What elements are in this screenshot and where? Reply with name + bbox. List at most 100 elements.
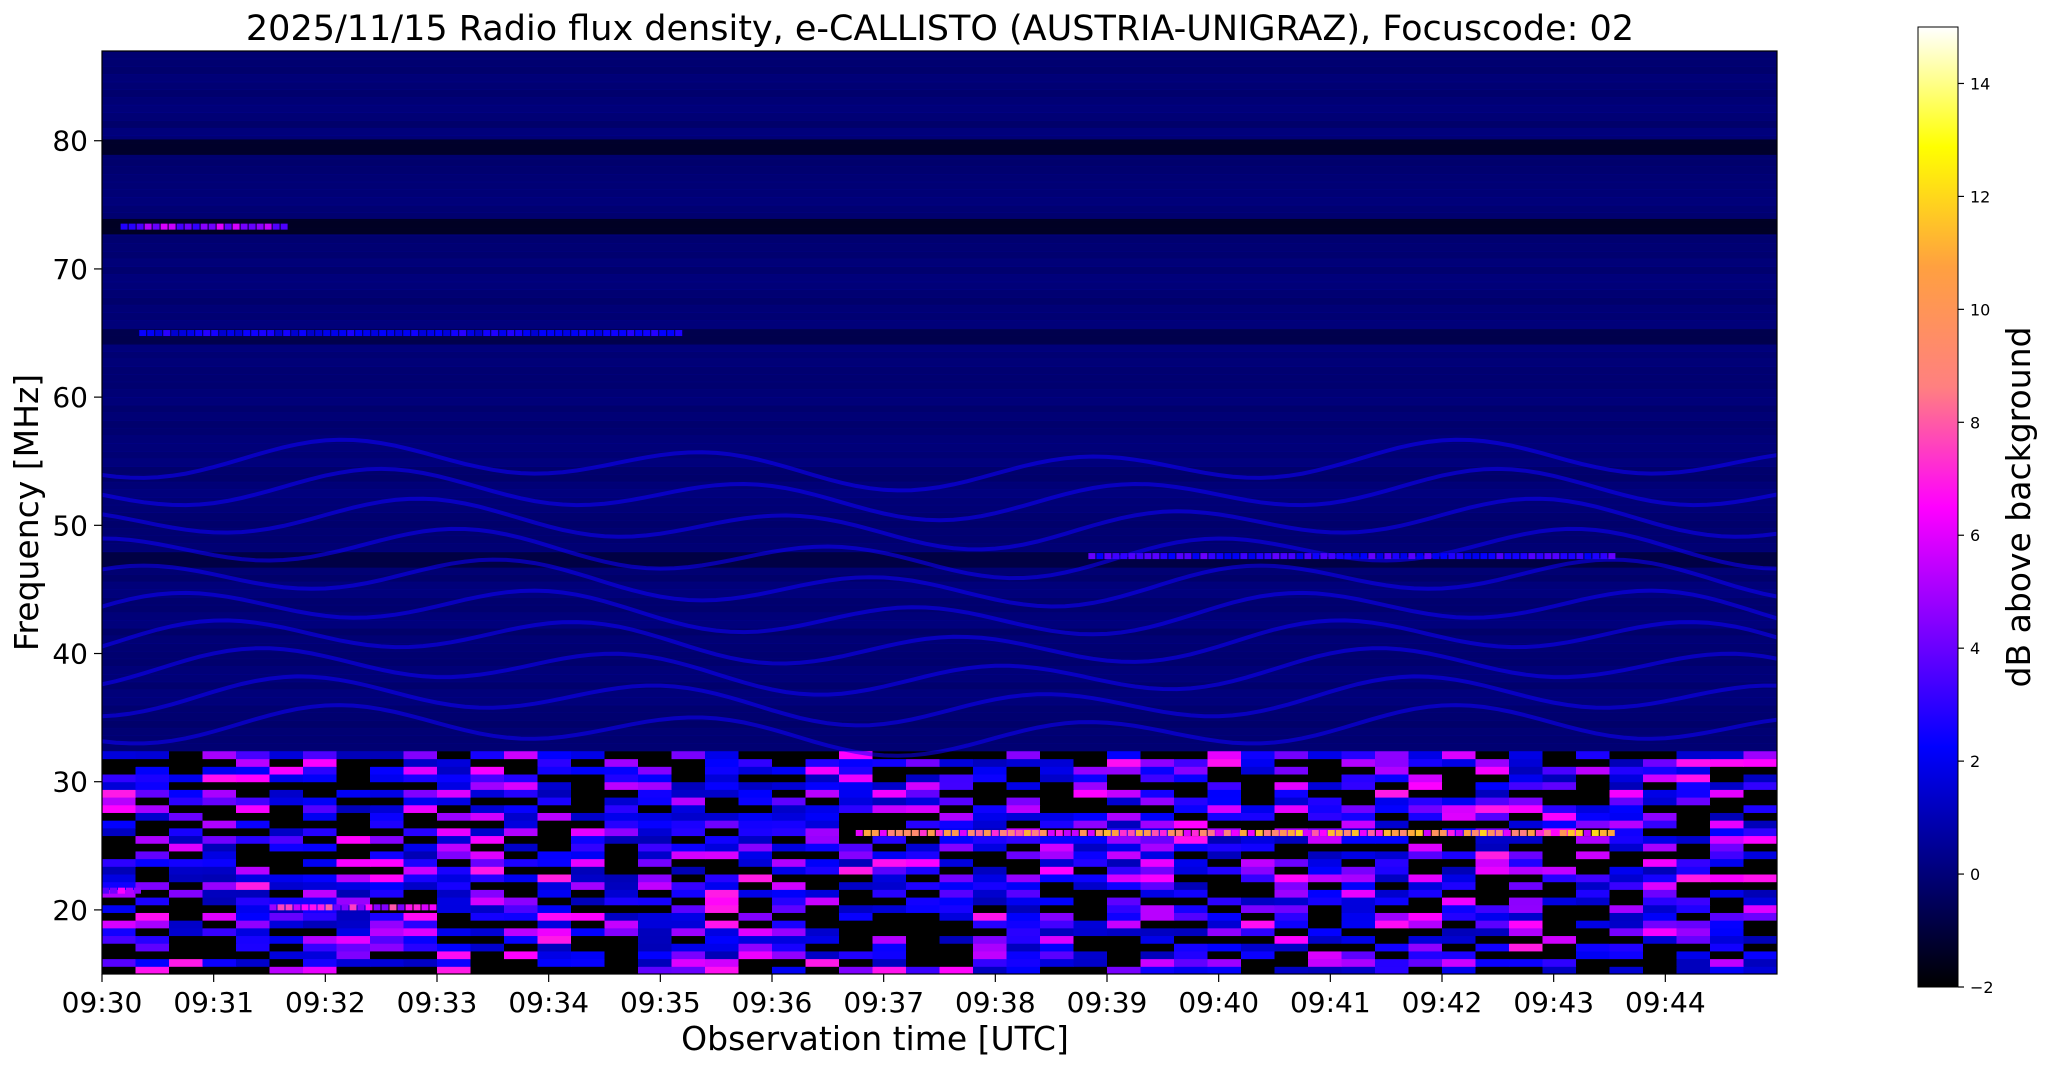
interference-cell <box>470 912 505 921</box>
interference-cell <box>470 889 505 898</box>
interference-cell <box>102 927 136 937</box>
interference-cell <box>336 912 371 921</box>
interference-cell <box>1710 758 1744 767</box>
background-row <box>102 497 1777 506</box>
interference-cell <box>1174 804 1208 813</box>
interference-cell <box>236 843 270 852</box>
interference-cell <box>1341 904 1376 913</box>
interference-cell <box>805 881 840 890</box>
interference-cell <box>1140 874 1175 883</box>
interference-cell <box>370 789 404 798</box>
interference-cell <box>571 920 605 929</box>
interference-cell <box>1475 958 1510 967</box>
interference-cell <box>169 789 203 798</box>
interference-cell <box>504 750 538 760</box>
interference-cell <box>169 950 203 960</box>
interference-cell <box>303 750 337 760</box>
interference-cell <box>1174 789 1208 798</box>
interference-cell <box>1375 820 1409 829</box>
interference-cell <box>839 766 873 775</box>
interference-cell <box>1174 820 1208 829</box>
interference-cell <box>1643 789 1677 798</box>
interference-cell <box>705 850 739 860</box>
interference-cell <box>303 766 337 775</box>
interference-cell <box>1542 827 1577 837</box>
interference-cell <box>738 797 773 806</box>
interference-cell <box>1274 789 1309 798</box>
colorbar-tick-label: 8 <box>1970 413 1980 432</box>
interference-cell <box>303 966 337 974</box>
background-row <box>102 466 1777 475</box>
emission-band-cell <box>331 330 339 337</box>
interference-cell <box>1140 889 1175 898</box>
interference-cell <box>772 758 806 767</box>
interference-cell <box>1308 920 1342 929</box>
emission-band-cell <box>1175 829 1183 836</box>
interference-cell <box>1643 889 1677 898</box>
interference-cell <box>1442 889 1476 898</box>
interference-cell <box>169 766 203 775</box>
emission-band-cell <box>1176 553 1184 560</box>
interference-cell <box>571 904 605 913</box>
interference-cell <box>370 920 404 929</box>
interference-cell <box>1375 950 1409 960</box>
interference-cell <box>1241 820 1275 829</box>
emission-band-cell <box>1200 553 1208 560</box>
interference-cell <box>169 866 203 875</box>
interference-cell <box>202 866 237 875</box>
interference-cell <box>1676 889 1711 898</box>
interference-cell <box>1040 881 1074 890</box>
interference-cell <box>1308 781 1342 790</box>
interference-cell <box>705 966 739 974</box>
interference-cell <box>906 912 940 921</box>
interference-cell <box>738 950 773 960</box>
interference-cell <box>437 804 471 813</box>
x-axis: 09:30 09:31 09:32 09:33 09:34 09:35 09:36 09:37… <box>62 974 1706 1019</box>
emission-band-cell <box>451 330 459 337</box>
interference-cell <box>604 920 639 929</box>
interference-cell <box>135 874 170 883</box>
interference-cell <box>973 943 1007 952</box>
interference-cell <box>671 927 706 937</box>
emission-band-cell <box>421 904 429 911</box>
emission-band-cell <box>155 330 163 337</box>
interference-cell <box>1107 781 1141 790</box>
interference-cell <box>872 874 907 883</box>
interference-cell <box>1308 750 1342 760</box>
interference-cell <box>303 812 337 821</box>
interference-cell <box>135 827 170 837</box>
emission-band-cell <box>1263 829 1271 836</box>
interference-cell <box>1174 774 1208 783</box>
interference-cell <box>571 858 605 867</box>
interference-cell <box>1442 797 1476 806</box>
interference-cell <box>202 881 237 890</box>
interference-cell <box>303 827 337 837</box>
interference-cell <box>1174 758 1208 767</box>
interference-cell <box>336 843 371 852</box>
interference-cell <box>1442 943 1476 952</box>
interference-cell <box>571 750 605 760</box>
interference-cell <box>269 881 304 890</box>
interference-cell <box>1107 812 1141 821</box>
emission-band-cell <box>1224 553 1232 560</box>
emission-band-cell <box>1608 553 1616 560</box>
interference-cell <box>1609 812 1644 821</box>
interference-cell <box>1710 920 1744 929</box>
interference-cell <box>303 889 337 898</box>
interference-cell <box>1006 781 1041 790</box>
interference-cell <box>973 889 1007 898</box>
interference-cell <box>1609 943 1644 952</box>
interference-cell <box>1375 797 1409 806</box>
interference-cell <box>772 966 806 974</box>
interference-cell <box>1140 843 1175 852</box>
interference-cell <box>872 804 907 813</box>
emission-band-cell <box>1479 829 1487 836</box>
interference-cell <box>370 866 404 875</box>
interference-cell <box>604 850 639 860</box>
interference-cell <box>638 797 672 806</box>
emission-band-cell <box>264 223 272 230</box>
interference-cell <box>1308 943 1342 952</box>
interference-cell <box>437 843 471 852</box>
interference-cell <box>1006 774 1041 783</box>
